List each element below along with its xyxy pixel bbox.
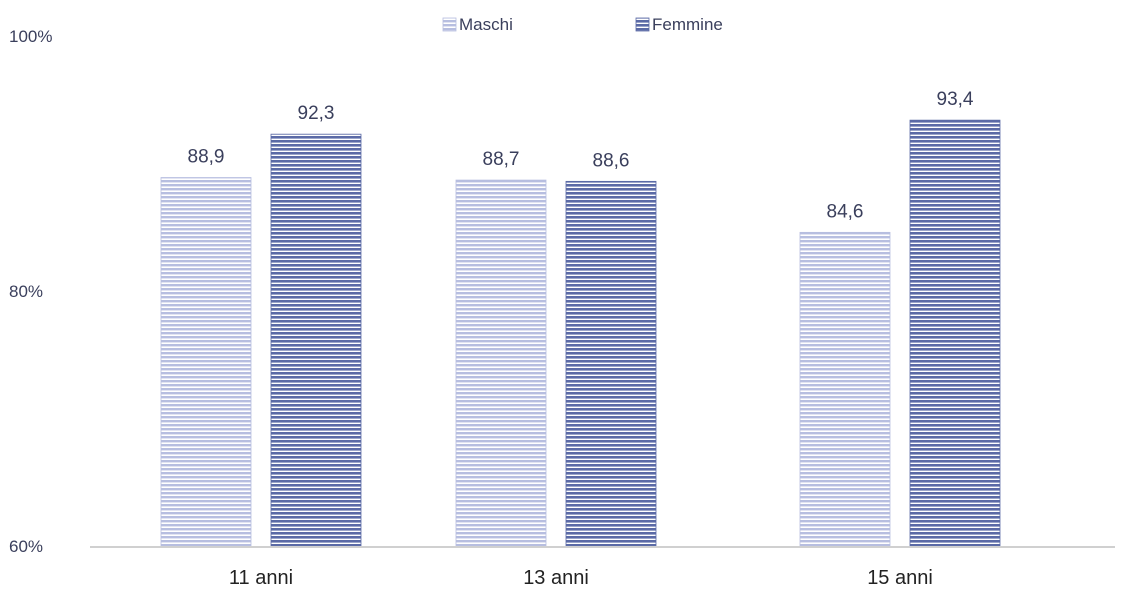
bar-femmine-1 xyxy=(270,133,362,547)
legend-label-maschi: Maschi xyxy=(459,15,513,34)
bar-maschi-2 xyxy=(455,179,547,547)
legend-swatch-maschi xyxy=(442,17,457,32)
data-label: 88,7 xyxy=(483,149,520,170)
x-axis: 11 anni 13 anni 15 anni xyxy=(229,567,933,589)
legend: Maschi Femmine xyxy=(442,15,723,34)
data-label: 88,6 xyxy=(593,150,630,171)
bar-femmine-2 xyxy=(565,180,657,547)
data-label: 84,6 xyxy=(827,201,864,222)
y-tick-label: 80% xyxy=(9,282,43,301)
bar-maschi-1 xyxy=(160,177,252,547)
bar-femmine-3 xyxy=(909,119,1001,547)
bar-maschi-3 xyxy=(799,231,891,547)
plot-area: 88,9 92,3 88,7 88,6 84,6 93,4 xyxy=(160,89,1001,547)
legend-swatch-femmine xyxy=(635,17,650,32)
x-tick-label: 11 anni xyxy=(229,567,293,588)
data-label: 92,3 xyxy=(298,103,335,124)
data-label: 93,4 xyxy=(937,89,974,110)
y-tick-label: 60% xyxy=(9,537,43,556)
y-axis: 60% 80% 100% xyxy=(9,27,52,556)
x-tick-label: 15 anni xyxy=(867,567,933,588)
x-tick-label: 13 anni xyxy=(523,567,589,588)
legend-label-femmine: Femmine xyxy=(652,15,723,34)
y-tick-label: 100% xyxy=(9,27,52,46)
data-label: 88,9 xyxy=(188,147,225,168)
